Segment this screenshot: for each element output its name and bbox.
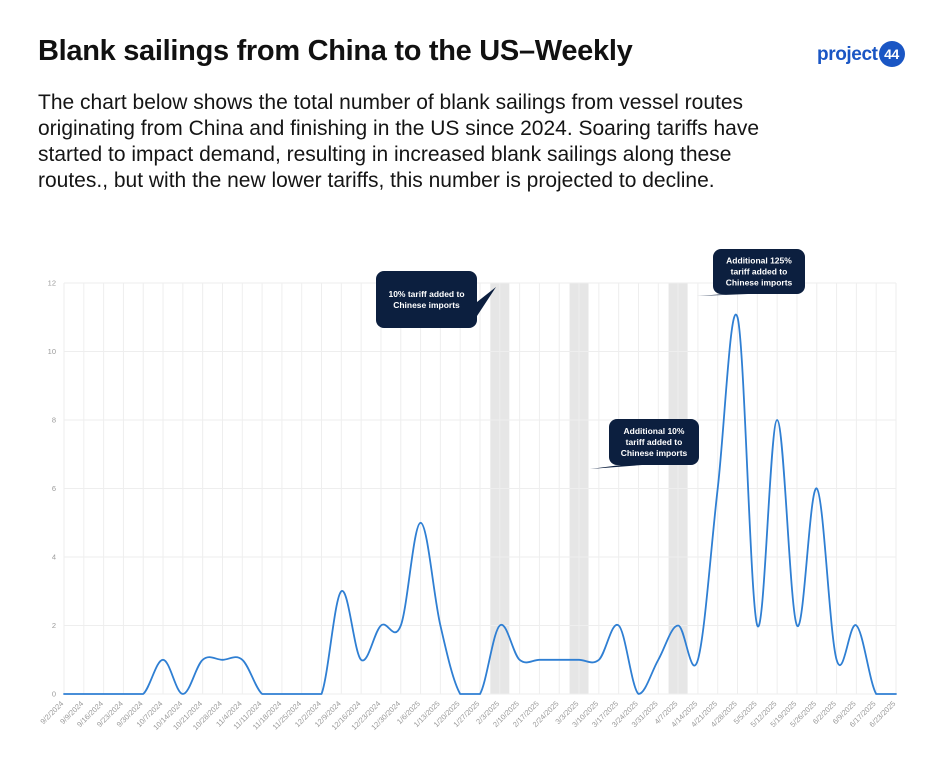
data-point	[360, 659, 362, 661]
callout-pointer	[697, 294, 748, 296]
data-point	[162, 659, 164, 661]
data-point	[776, 419, 778, 421]
project44-logo: project 44	[817, 40, 905, 68]
logo-text: project	[817, 43, 878, 65]
callout-box	[376, 271, 477, 328]
data-point	[142, 693, 144, 695]
data-point	[796, 624, 798, 626]
grid-layer	[63, 282, 897, 695]
page-title: Blank sailings from China to the US–Week…	[38, 35, 633, 67]
data-point	[182, 693, 184, 695]
y-tick-label: 10	[48, 347, 56, 356]
data-point	[63, 693, 65, 695]
data-point	[261, 693, 263, 695]
data-point	[499, 624, 501, 626]
data-point	[479, 693, 481, 695]
data-point	[697, 659, 699, 661]
data-point	[895, 693, 897, 695]
data-point	[281, 693, 283, 695]
data-point	[301, 693, 303, 695]
data-point	[340, 590, 342, 592]
data-point	[835, 659, 837, 661]
data-point	[538, 659, 540, 661]
data-point	[855, 624, 857, 626]
data-point	[598, 659, 600, 661]
data-point	[400, 624, 402, 626]
callout-text-line: tariff added to	[626, 437, 683, 447]
chart-description: The chart below shows the total number o…	[38, 91, 760, 192]
callout-pointer	[477, 287, 496, 316]
data-point	[816, 487, 818, 489]
data-point	[419, 522, 421, 524]
data-point	[677, 624, 679, 626]
data-point	[617, 624, 619, 626]
data-point	[558, 659, 560, 661]
y-tick-label: 8	[52, 416, 56, 425]
data-point	[717, 487, 719, 489]
data-point	[221, 659, 223, 661]
y-tick-label: 12	[48, 279, 56, 288]
y-tick-labels: 0 2 4 6 8 10 12	[48, 279, 56, 699]
callout-text-line: Chinese imports	[393, 300, 460, 310]
data-point	[459, 693, 461, 695]
data-point	[320, 693, 322, 695]
callout-text-line: Chinese imports	[621, 448, 688, 458]
y-tick-label: 2	[52, 621, 56, 630]
data-point	[102, 693, 104, 695]
callout-text-line: Chinese imports	[726, 278, 793, 288]
series-line	[63, 313, 897, 695]
callout-text-line: Additional 125%	[726, 256, 792, 266]
data-point	[201, 659, 203, 661]
line-layer	[63, 313, 897, 695]
data-point	[439, 624, 441, 626]
callout-text-line: Additional 10%	[624, 426, 685, 436]
callout-text-line: tariff added to	[731, 267, 788, 277]
callout-box	[713, 249, 805, 294]
data-point	[756, 624, 758, 626]
x-tick-labels: 9/2/20249/9/20249/16/20249/23/20249/30/2…	[38, 699, 897, 732]
callout-pointer	[590, 465, 642, 469]
data-point	[241, 659, 243, 661]
data-point	[83, 693, 85, 695]
y-tick-label: 0	[52, 690, 56, 699]
data-point	[122, 693, 124, 695]
y-tick-label: 4	[52, 553, 56, 562]
data-point	[637, 693, 639, 695]
data-point	[518, 659, 520, 661]
data-point	[875, 693, 877, 695]
data-point	[736, 316, 738, 318]
callout-text-line: 10% tariff added to	[388, 289, 464, 299]
data-point	[380, 624, 382, 626]
data-point	[578, 659, 580, 661]
y-tick-label: 6	[52, 484, 56, 493]
callout-box	[609, 419, 699, 465]
data-point	[657, 659, 659, 661]
logo-number-badge: 44	[878, 41, 905, 67]
